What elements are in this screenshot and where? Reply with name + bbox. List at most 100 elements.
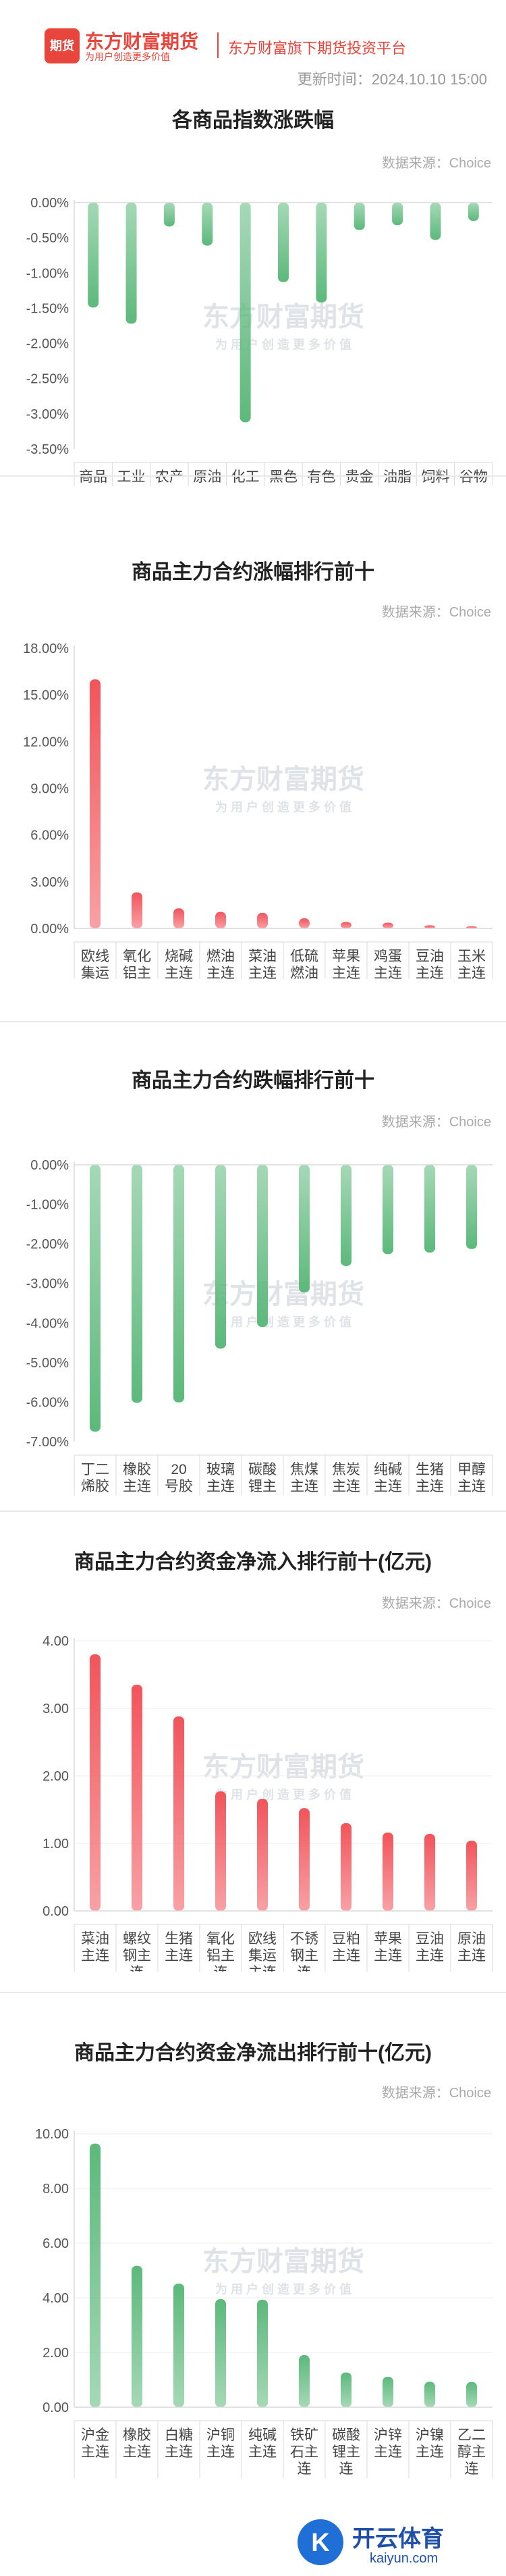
section-title: 各商品指数涨跌幅: [172, 109, 334, 132]
footer-url: kaiyun.com: [370, 2551, 439, 2566]
category-label: 商品综合: [79, 469, 107, 486]
category-label: 20号胶主连: [165, 1462, 193, 1496]
bar: [125, 203, 137, 324]
y-tick-label: -6.00%: [26, 1395, 69, 1410]
top-gainers-section: 商品主力合约涨幅排行前十 数据来源：Choice 东方财富期货为 用 户 创 造…: [0, 479, 506, 999]
bar: [424, 1165, 435, 1253]
category-label: 豆油主连: [416, 949, 444, 979]
bar: [341, 1823, 352, 1911]
category-label: 有色: [307, 469, 335, 485]
y-tick-label: 0.00%: [30, 196, 69, 211]
y-tick-label: 4.00: [43, 1634, 69, 1649]
header-separator: [217, 32, 219, 58]
category-label: 乙二醇主连: [457, 2427, 486, 2477]
section-divider: [0, 1021, 506, 1022]
category-label: 橡胶主连: [123, 2427, 151, 2460]
category-label: 农产品: [155, 469, 184, 486]
category-label: 燃油主连: [206, 949, 235, 979]
y-tick-label: -7.00%: [26, 1435, 69, 1450]
category-label: 橡胶主连: [123, 1462, 151, 1494]
category-label: 螺纹钢主连: [123, 1931, 151, 1972]
category-label: 苹果主连: [332, 949, 360, 979]
bar: [299, 2355, 310, 2407]
bar: [132, 892, 142, 928]
net-inflow-section: 商品主力合约资金净流入排行前十(亿元) 数据来源：Choice 东方财富期货为 …: [0, 1513, 506, 2026]
bar: [341, 922, 352, 928]
category-label: 欧线集运主连: [81, 949, 109, 979]
category-label: 豆油主连: [416, 1931, 444, 1964]
category-label: 烧碱主连: [165, 949, 193, 979]
index-change-section: 各商品指数涨跌幅 数据来源：Choice 东方财富期货为 用 户 创 造 更 多…: [0, 91, 506, 486]
bar: [299, 1165, 310, 1293]
watermark-brand: 东方财富期货: [202, 765, 364, 795]
category-label: 黑色: [269, 469, 298, 485]
y-tick-label: -4.00%: [26, 1316, 69, 1331]
section-divider: [0, 1510, 506, 1512]
brand-tagline: 为用户创造更多价值: [85, 51, 170, 62]
section-divider: [0, 475, 506, 477]
bar: [257, 1165, 268, 1328]
y-tick-label: -2.50%: [26, 372, 69, 387]
category-label: 氧化铝主连: [123, 949, 151, 979]
category-label: 原油: [193, 469, 221, 485]
page-header: 期货 东方财富期货 为用户创造更多价值 东方财富旗下期货投资平台: [0, 0, 506, 74]
bar: [392, 203, 403, 226]
bar: [240, 203, 251, 423]
y-tick-label: 3.00%: [30, 875, 69, 890]
bar: [299, 1808, 310, 1911]
category-label: 豆粕主连: [332, 1931, 360, 1964]
data-source: 数据来源：Choice: [381, 605, 491, 620]
watermark-tagline: 为 用 户 创 造 更 多 价 值: [215, 800, 352, 814]
y-tick-label: 15.00%: [23, 688, 69, 703]
y-tick-label: 0.00%: [30, 922, 69, 937]
y-tick-label: -1.00%: [26, 266, 69, 281]
data-source: 数据来源：Choice: [381, 2086, 491, 2101]
bar: [215, 1165, 226, 1349]
category-label: 不锈钢主连: [290, 1931, 318, 1972]
svg-text:K: K: [311, 2529, 330, 2557]
category-label: 工业品: [117, 469, 146, 486]
category-label: 沪锌主连: [374, 2427, 402, 2460]
bar: [215, 2299, 226, 2407]
section-title: 商品主力合约资金净流出排行前十(亿元): [74, 2042, 432, 2064]
bar: [90, 2143, 101, 2407]
y-tick-label: 0.00: [43, 2400, 69, 2415]
bar: [257, 912, 268, 928]
section-title: 商品主力合约涨幅排行前十: [132, 561, 374, 583]
watermark-brand: 东方财富期货: [202, 2247, 364, 2277]
category-label: 沪金主连: [81, 2427, 109, 2460]
bar: [90, 1165, 101, 1432]
category-label: 碳酸锂主连: [248, 1462, 277, 1496]
bar: [132, 2265, 142, 2407]
category-label: 欧线集运主连: [248, 1931, 277, 1972]
bar: [132, 1165, 142, 1403]
brand-logo: 期货: [45, 28, 80, 63]
category-label: 纯碱主连: [374, 1462, 402, 1494]
category-label: 原油主连: [457, 1931, 486, 1964]
bar: [316, 203, 327, 303]
y-tick-label: 6.00: [43, 2236, 69, 2251]
y-tick-label: 18.00%: [23, 641, 69, 656]
category-label: 玉米主连: [457, 949, 486, 979]
bar: [424, 925, 435, 928]
bar: [466, 926, 477, 928]
category-label: 化工: [231, 469, 260, 485]
watermark-tagline: 为 用 户 创 造 更 多 价 值: [215, 1787, 352, 1802]
category-label: 沪镍主连: [416, 2427, 444, 2460]
category-label: 贵金属: [345, 469, 374, 486]
category-label: 菜油主连: [81, 1931, 109, 1964]
bar: [202, 203, 213, 246]
watermark-tagline: 为 用 户 创 造 更 多 价 值: [215, 338, 352, 352]
section-divider: [0, 1992, 506, 1993]
y-tick-label: -3.00%: [26, 1277, 69, 1292]
bar: [383, 1833, 393, 1911]
category-label: 油脂: [383, 469, 412, 485]
bar: [215, 1791, 226, 1911]
y-tick-label: -3.50%: [26, 442, 69, 457]
bar: [257, 1799, 268, 1911]
top-losers-section: 商品主力合约跌幅排行前十 数据来源：Choice 东方财富期货为 用 户 创 造…: [0, 1023, 506, 1543]
